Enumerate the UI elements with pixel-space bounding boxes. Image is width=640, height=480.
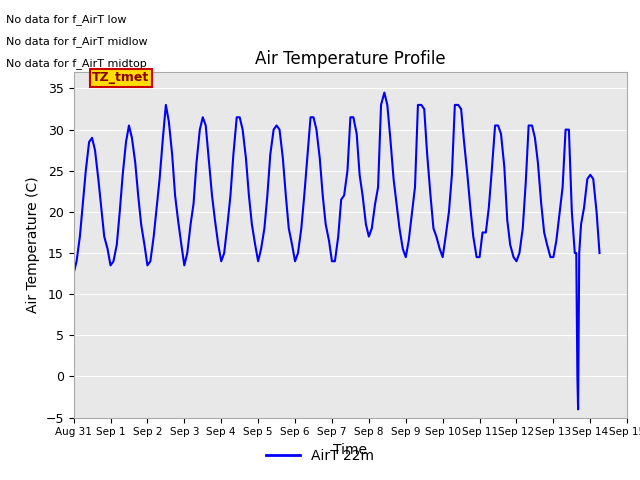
Y-axis label: Air Temperature (C): Air Temperature (C) [26, 177, 40, 313]
Legend: AirT 22m: AirT 22m [260, 443, 380, 468]
Title: Air Temperature Profile: Air Temperature Profile [255, 49, 445, 68]
Text: TZ_tmet: TZ_tmet [92, 72, 149, 84]
Text: No data for f_AirT midlow: No data for f_AirT midlow [6, 36, 148, 47]
X-axis label: Time: Time [333, 443, 367, 457]
Text: No data for f_AirT low: No data for f_AirT low [6, 14, 127, 25]
Text: No data for f_AirT midtop: No data for f_AirT midtop [6, 58, 147, 69]
